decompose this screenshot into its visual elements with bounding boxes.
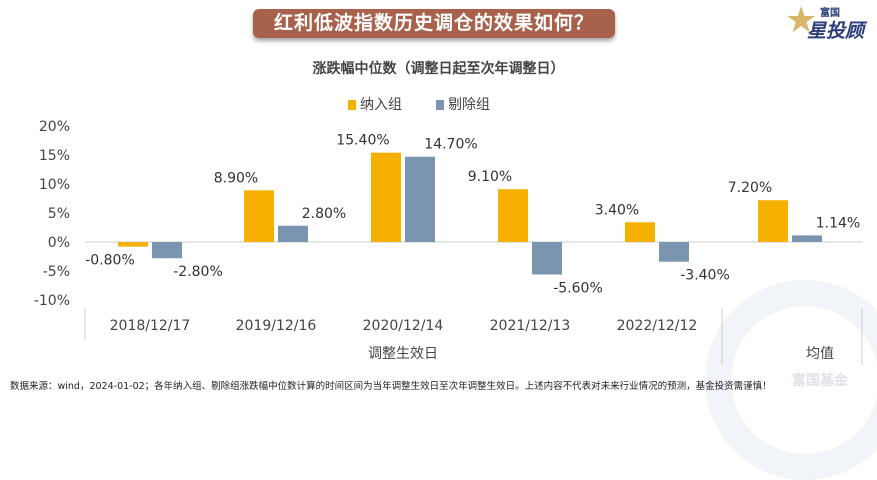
x-tick-label-mean: 均值 xyxy=(806,346,834,362)
chart-legend: 纳入组 剔除组 xyxy=(348,94,490,114)
star-icon: ★ xyxy=(785,0,818,41)
bar-included xyxy=(498,189,528,242)
x-tick-label: 2018/12/17 xyxy=(110,318,191,334)
logo-main-text: 星投顾 xyxy=(807,20,865,42)
x-axis-label: 调整生效日 xyxy=(368,346,438,362)
legend-swatch xyxy=(348,100,356,110)
logo-top-text: 富国 xyxy=(820,8,840,19)
data-label: 2.80% xyxy=(302,206,346,222)
data-label: 8.90% xyxy=(214,170,258,186)
data-label: -0.80% xyxy=(85,253,135,269)
legend-swatch xyxy=(436,100,444,110)
data-label: 15.40% xyxy=(336,133,389,149)
data-label: 7.20% xyxy=(728,180,772,196)
y-tick-label: -5% xyxy=(43,264,70,280)
bar-removed xyxy=(278,225,308,242)
y-tick-label: -10% xyxy=(34,293,70,309)
bar-included xyxy=(118,242,148,247)
bar-removed xyxy=(659,242,689,262)
y-tick-label: 0% xyxy=(48,235,70,251)
x-tick-label: 2019/12/16 xyxy=(236,318,317,334)
legend-item-removed: 剔除组 xyxy=(436,94,490,114)
x-tick-label: 2020/12/14 xyxy=(363,318,444,334)
data-label: 3.40% xyxy=(595,202,639,218)
x-tick-label: 2021/12/13 xyxy=(490,318,571,334)
watermark-text: 富国基金 xyxy=(792,373,848,389)
bar-chart: -10% -5% 0% 5% 10% 15% 20% -0.80% -2.80% 2018/12/… xyxy=(34,119,863,365)
y-tick-label: 20% xyxy=(39,119,70,135)
data-label: 9.10% xyxy=(468,169,512,185)
chart-title: 涨跌幅中位数（调整日起至次年调整日） xyxy=(312,61,565,77)
legend-label: 剔除组 xyxy=(448,97,490,113)
legend-item-included: 纳入组 xyxy=(348,94,402,114)
data-label: -3.40% xyxy=(680,268,730,284)
y-tick-label: 15% xyxy=(39,148,70,164)
x-tick-label: 2022/12/12 xyxy=(617,318,698,334)
bar-removed xyxy=(405,156,435,242)
brand-logo: ★ 富国 星投顾 xyxy=(785,0,875,43)
bar-removed xyxy=(152,242,182,259)
data-label: 14.70% xyxy=(424,137,477,153)
data-label: -5.60% xyxy=(553,280,603,296)
bar-included xyxy=(371,152,401,242)
bar-included xyxy=(244,190,274,242)
bar-included xyxy=(625,222,655,242)
bar-removed xyxy=(792,235,822,242)
data-label: 1.14% xyxy=(816,215,860,231)
y-tick-label: 10% xyxy=(39,177,70,193)
legend-label: 纳入组 xyxy=(360,97,402,113)
bar-removed xyxy=(532,242,562,275)
data-label: -2.80% xyxy=(173,264,223,280)
bar-included xyxy=(758,200,788,242)
y-tick-label: 5% xyxy=(48,206,70,222)
page-title: 红利低波指数历史调仓的效果如何？ xyxy=(253,9,615,38)
footer-note: 数据来源：wind，2024-01-02；各年纳入组、剔除组涨跌幅中位数计算的时… xyxy=(10,381,772,392)
